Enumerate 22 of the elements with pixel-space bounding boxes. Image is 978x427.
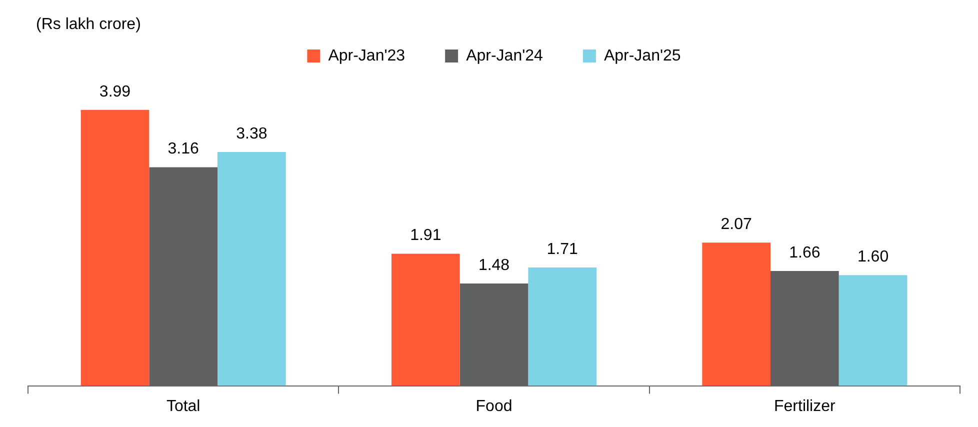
y-axis-title: (Rs lakh crore)	[36, 16, 141, 34]
bar	[218, 152, 286, 386]
x-tick-label: Food	[476, 398, 512, 415]
data-label: 2.07	[720, 216, 752, 234]
bar	[391, 254, 460, 386]
data-label: 1.91	[410, 227, 442, 244]
data-label: 3.38	[236, 125, 268, 142]
legend-label: Apr-Jan'23	[328, 47, 406, 64]
legend-label: Apr-Jan'24	[466, 47, 544, 64]
bar	[528, 268, 597, 386]
legend-label: Apr-Jan'25	[604, 47, 681, 64]
data-label: 3.99	[99, 83, 131, 100]
bar	[838, 275, 908, 386]
data-label: 3.16	[168, 140, 200, 158]
x-tick-label: Fertilizer	[774, 398, 836, 415]
bar	[702, 242, 770, 386]
x-tick-label: Total	[166, 398, 200, 415]
data-label: 1.66	[789, 244, 820, 262]
data-label: 1.71	[546, 240, 578, 258]
bar	[80, 110, 150, 386]
data-label: 1.60	[857, 248, 889, 266]
data-label: 1.48	[478, 256, 510, 274]
